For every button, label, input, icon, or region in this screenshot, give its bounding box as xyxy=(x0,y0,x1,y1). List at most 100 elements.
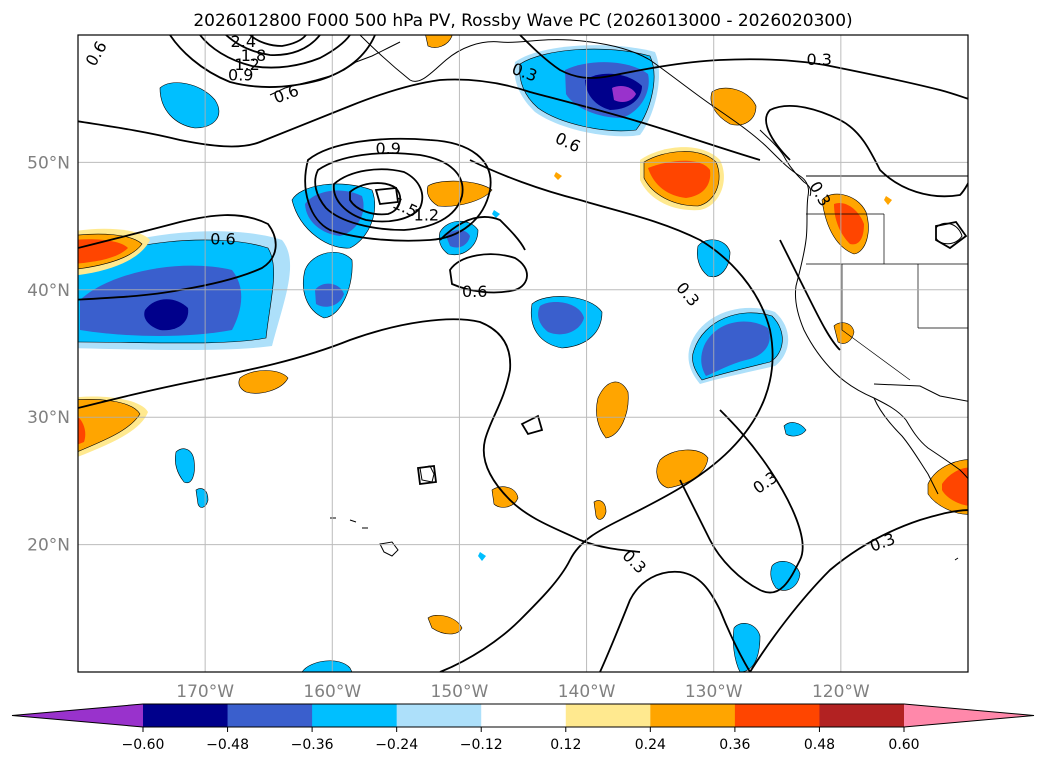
contour-06-north xyxy=(78,78,761,161)
map-title: 2026012800 F000 500 hPa PV, Rossby Wave … xyxy=(193,11,852,31)
colorbar-extend-low xyxy=(12,704,143,727)
lon-tick-label: 150°W xyxy=(431,682,489,702)
contour-03-coast xyxy=(765,105,968,198)
colorbar-tick-label: −0.48 xyxy=(206,737,249,753)
colorbar-bin xyxy=(819,704,905,727)
shade-neg-east-core xyxy=(701,321,770,376)
colorbar-bin xyxy=(396,704,482,727)
shade-pos-c xyxy=(425,35,453,48)
contour-06-wave xyxy=(78,318,641,553)
colorbar-tick-label: 0.48 xyxy=(804,737,835,753)
contour-small-a xyxy=(374,187,400,205)
colorbar-tick-label: −0.12 xyxy=(460,737,503,753)
contour-label: 1.2 xyxy=(414,205,439,224)
shade-neg-mid-core xyxy=(538,302,584,335)
colorbar-bin xyxy=(650,704,736,727)
shade-neg-trough-a-core xyxy=(305,190,364,236)
colorbar-bin xyxy=(565,704,651,727)
shade-neg-s1 xyxy=(174,448,195,484)
shade-pos-west-b-mid xyxy=(78,399,141,452)
lon-tick-labels: 170°W 160°W 150°W 140°W 130°W 120°W xyxy=(176,682,870,702)
shade-neg-s6 xyxy=(478,552,486,561)
contour-label: 0.3 xyxy=(807,50,832,69)
colorbar-tick-label: −0.60 xyxy=(122,737,165,753)
contour-label: 2.4 xyxy=(231,32,256,51)
pv-contours xyxy=(78,35,968,672)
lon-tick-label: 140°W xyxy=(558,682,616,702)
colorbar-tick-label: 0.24 xyxy=(635,737,666,753)
colorbar: −0.60 −0.48 −0.36 −0.24 −0.12 0.12 0.24 0.36 0.4… xyxy=(11,703,1035,753)
lat-tick-label: 30°N xyxy=(27,408,70,428)
shade-pos-mid-a xyxy=(596,381,629,439)
contour-label: 0.9 xyxy=(376,139,401,158)
lon-tick-label: 160°W xyxy=(303,682,361,702)
contour-03-east xyxy=(679,409,804,594)
coast-bc xyxy=(759,129,812,197)
contour-06-loop xyxy=(449,253,528,294)
coast-baja xyxy=(873,397,939,495)
contour-15-blob xyxy=(333,168,424,223)
contour-18-nw xyxy=(249,35,307,47)
contour-03-ca xyxy=(779,239,841,351)
colorbar-tick-label: 0.36 xyxy=(719,737,750,753)
shade-neg-coast xyxy=(783,422,807,437)
shade-pos-mexico-core xyxy=(942,467,968,506)
colorbar-tick-label: −0.24 xyxy=(375,737,418,753)
contour-label: 1.2 xyxy=(234,55,259,74)
shade-pos-coast-wa-core xyxy=(834,202,864,245)
shade-pos-coast-n xyxy=(710,87,757,126)
contour-06-big xyxy=(78,214,277,301)
lon-tick-label: 120°W xyxy=(812,682,870,702)
contour-03-south xyxy=(599,570,751,672)
pv-anomaly-shading xyxy=(78,35,968,672)
lat-tick-label: 40°N xyxy=(27,281,70,301)
contour-15-nw xyxy=(225,35,321,56)
contour-18-blob xyxy=(349,182,402,216)
map-panel: 0.6 2.41.81.20.90.60.3 0.30.60.91.51.20.60… xyxy=(78,32,968,672)
island-hawaii-c xyxy=(330,517,368,529)
colorbar-bin xyxy=(481,704,567,727)
lat-tick-labels: 20°N 30°N 40°N 50°N xyxy=(27,153,70,555)
island-hawaii-b xyxy=(379,541,399,557)
contour-small-b xyxy=(520,414,544,436)
contour-09-nw xyxy=(169,35,376,88)
contour-label: 0.9 xyxy=(228,65,253,84)
lat-tick-label: 50°N xyxy=(27,153,70,173)
contour-12-nw xyxy=(199,35,351,69)
shade-pos-a xyxy=(238,370,289,394)
shade-pos-west-b-core xyxy=(78,416,86,445)
shade-neg-s3 xyxy=(770,561,801,591)
contour-label: 0.6 xyxy=(462,282,487,301)
lon-tick-label: 130°W xyxy=(685,682,743,702)
colorbar-bin xyxy=(312,704,398,727)
contour-06-center xyxy=(439,216,526,251)
colorbar-tick-label: −0.36 xyxy=(291,737,334,753)
border-us-mexico xyxy=(873,383,968,402)
colorbar-extend-high xyxy=(904,704,1034,727)
contour-small-d xyxy=(935,221,968,250)
colorbar-tick-label: 0.12 xyxy=(550,737,581,753)
shade-neg-goa-peak xyxy=(612,86,636,102)
shade-neg-west-core xyxy=(144,299,189,331)
contour-09-blob xyxy=(304,137,492,242)
shade-pos-south xyxy=(427,615,463,635)
shade-pos-small-a xyxy=(554,172,562,180)
lon-tick-label: 170°W xyxy=(176,682,234,702)
lat-tick-label: 20°N xyxy=(27,536,70,556)
contour-12-blob xyxy=(314,152,464,231)
contour-small-c xyxy=(416,464,438,486)
island-guadalupe xyxy=(954,557,959,561)
coast-west-us xyxy=(795,195,968,480)
colorbar-bin xyxy=(734,704,820,727)
colorbar-bin xyxy=(143,704,229,727)
shade-neg-s4 xyxy=(732,623,761,672)
shade-neg-s7 xyxy=(492,210,500,218)
contour-03-mex xyxy=(749,509,968,672)
shade-pos-small-b xyxy=(884,196,892,205)
contour-label: 0.6 xyxy=(210,230,235,249)
contour-03-ne xyxy=(519,35,968,100)
shade-pos-ne-core xyxy=(648,160,711,198)
state-lines xyxy=(806,213,968,381)
shade-neg-nw xyxy=(159,82,220,129)
